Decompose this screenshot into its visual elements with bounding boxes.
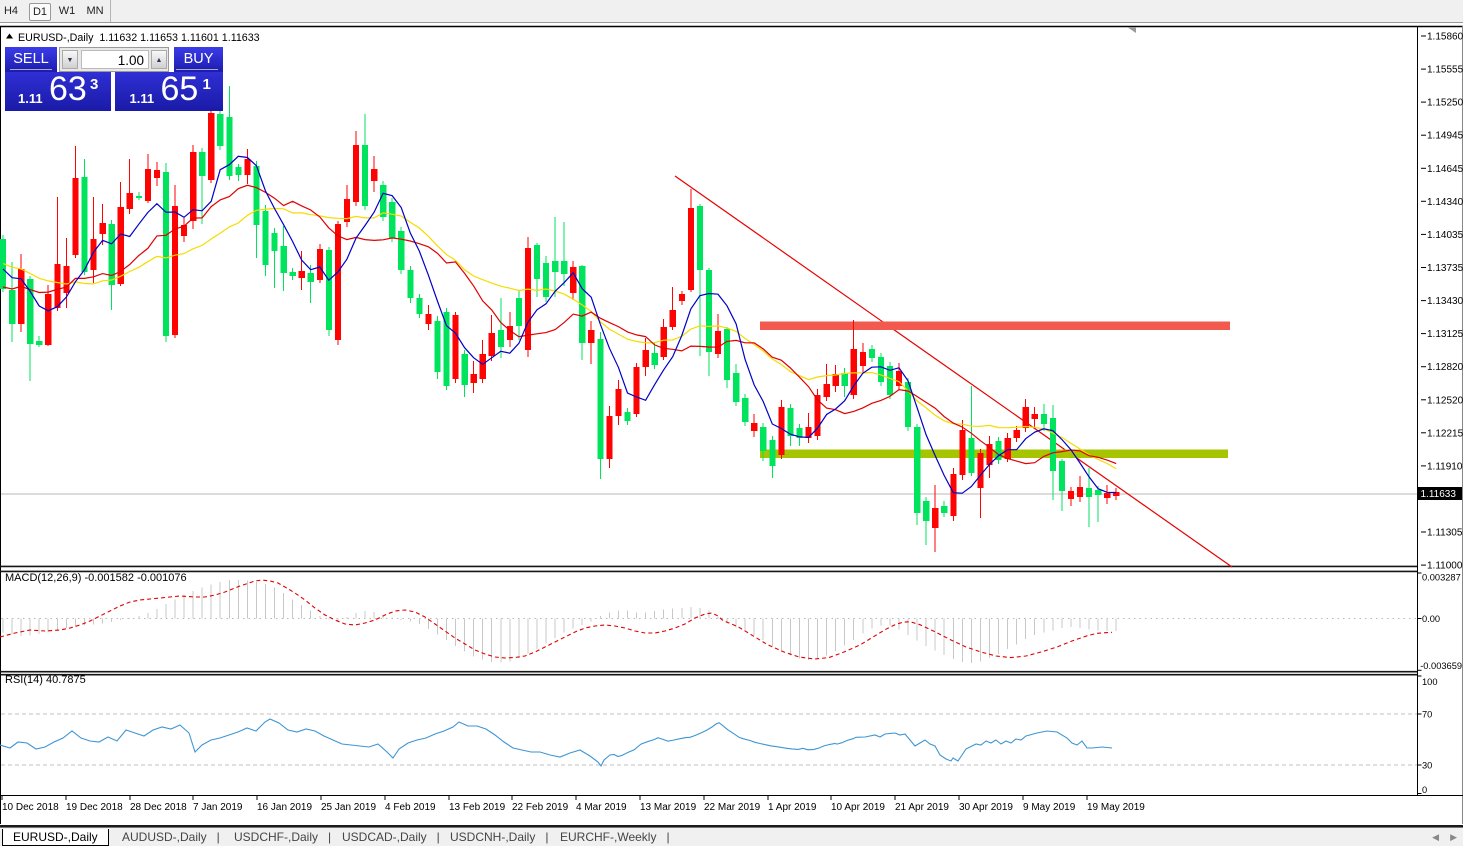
svg-text:0.00: 0.00 <box>1422 614 1440 624</box>
svg-text:1.11000: 1.11000 <box>1427 561 1463 572</box>
svg-text:19 Dec 2018: 19 Dec 2018 <box>66 802 123 813</box>
svg-text:1.13735: 1.13735 <box>1427 263 1463 274</box>
svg-text:1.12820: 1.12820 <box>1427 362 1463 373</box>
svg-text:0.003287: 0.003287 <box>1422 573 1461 583</box>
svg-text:1.14035: 1.14035 <box>1427 230 1463 241</box>
svg-text:1.13125: 1.13125 <box>1427 329 1463 340</box>
svg-text:9 May 2019: 9 May 2019 <box>1023 802 1076 813</box>
svg-text:10 Apr 2019: 10 Apr 2019 <box>831 802 885 813</box>
svg-text:1.15555: 1.15555 <box>1427 65 1463 76</box>
svg-text:1.11305: 1.11305 <box>1427 528 1463 539</box>
svg-text:1 Apr 2019: 1 Apr 2019 <box>768 802 817 813</box>
svg-text:28 Dec 2018: 28 Dec 2018 <box>130 802 187 813</box>
svg-text:70: 70 <box>1422 710 1432 720</box>
svg-text:30: 30 <box>1422 761 1432 771</box>
svg-text:19 May 2019: 19 May 2019 <box>1087 802 1145 813</box>
svg-text:22 Mar 2019: 22 Mar 2019 <box>704 802 761 813</box>
svg-text:1.14645: 1.14645 <box>1427 164 1463 175</box>
svg-text:EURUSD-,Daily 1.11632 1.11653: EURUSD-,Daily 1.11632 1.11653 1.11601 1.… <box>18 32 260 44</box>
svg-text:1.15250: 1.15250 <box>1427 98 1463 109</box>
svg-text:10 Dec 2018: 10 Dec 2018 <box>2 802 59 813</box>
svg-text:1.15860: 1.15860 <box>1427 32 1463 43</box>
svg-text:25 Jan 2019: 25 Jan 2019 <box>321 802 376 813</box>
svg-text:13 Feb 2019: 13 Feb 2019 <box>449 802 506 813</box>
svg-text:1.13430: 1.13430 <box>1427 296 1463 307</box>
svg-text:RSI(14) 40.7875: RSI(14) 40.7875 <box>5 674 86 686</box>
svg-text:13 Mar 2019: 13 Mar 2019 <box>640 802 697 813</box>
svg-text:30 Apr 2019: 30 Apr 2019 <box>959 802 1013 813</box>
svg-text:0: 0 <box>1422 785 1427 795</box>
svg-text:1.11633: 1.11633 <box>1421 489 1457 500</box>
svg-text:22 Feb 2019: 22 Feb 2019 <box>512 802 569 813</box>
svg-text:21 Apr 2019: 21 Apr 2019 <box>895 802 949 813</box>
svg-text:4 Feb 2019: 4 Feb 2019 <box>385 802 436 813</box>
svg-text:4 Mar 2019: 4 Mar 2019 <box>576 802 627 813</box>
svg-text:7 Jan 2019: 7 Jan 2019 <box>193 802 243 813</box>
svg-text:100: 100 <box>1422 677 1438 687</box>
svg-text:1.11910: 1.11910 <box>1427 461 1463 472</box>
svg-text:MACD(12,26,9) -0.001582 -0.001: MACD(12,26,9) -0.001582 -0.001076 <box>5 572 187 584</box>
svg-text:16 Jan 2019: 16 Jan 2019 <box>257 802 312 813</box>
svg-text:1.12520: 1.12520 <box>1427 395 1463 406</box>
svg-text:1.14340: 1.14340 <box>1427 197 1463 208</box>
svg-text:-0.003659: -0.003659 <box>1420 661 1462 671</box>
svg-text:1.12215: 1.12215 <box>1427 428 1463 439</box>
svg-text:1.14945: 1.14945 <box>1427 131 1463 142</box>
